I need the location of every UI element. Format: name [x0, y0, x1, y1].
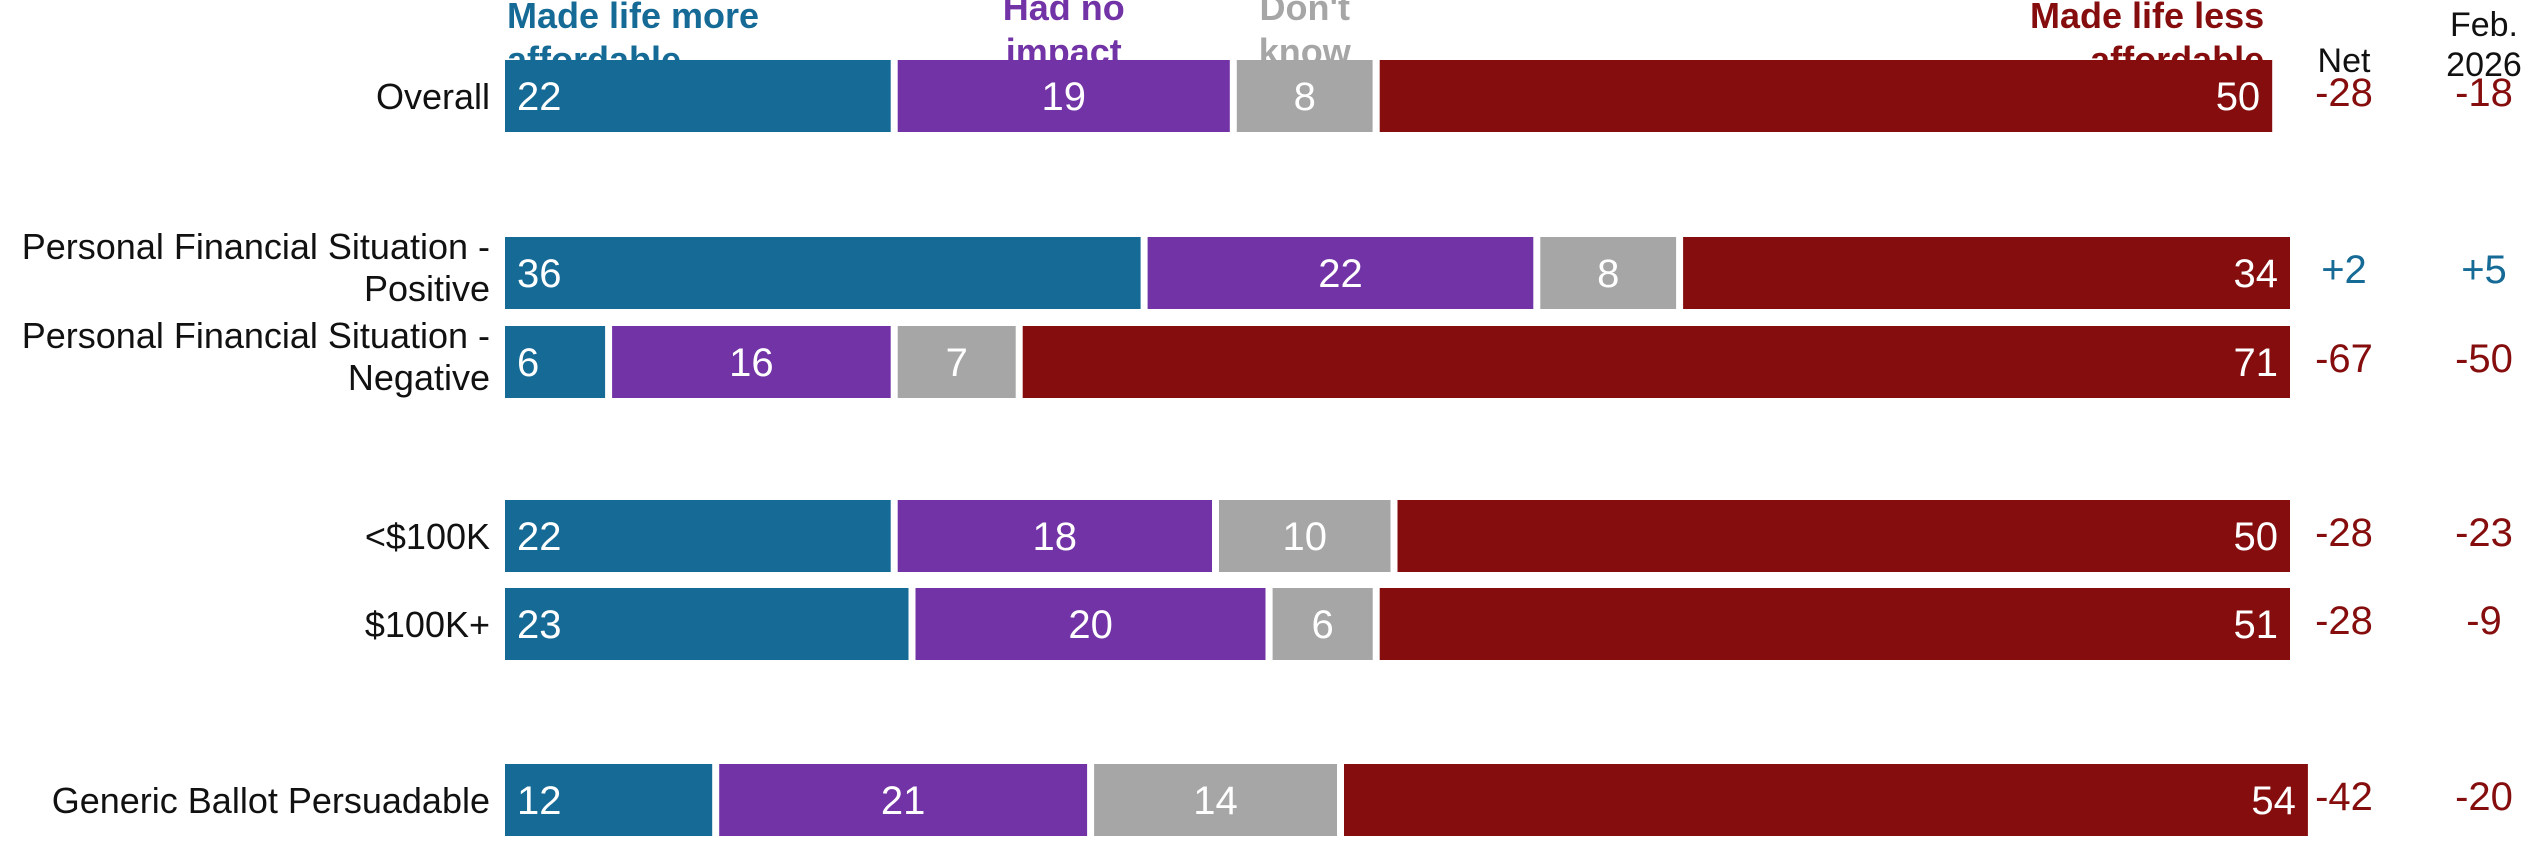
row-label-generic-ballot: Generic Ballot Persuadable — [52, 780, 490, 821]
row-label-pfs-positive: Personal Financial Situation -Positive — [22, 226, 490, 309]
bar-over-100k-dont-know — [1272, 588, 1373, 660]
feb-2026-value-over-100k: -9 — [2466, 599, 2502, 643]
legend-dont-know: Don't know — [1259, 0, 1352, 72]
row-label-pfs-positive-line: Positive — [364, 268, 490, 309]
column-header-feb-2026-line: Feb. — [2450, 6, 2518, 44]
bar-generic-ballot-dont-know — [1094, 764, 1337, 836]
row-label-pfs-negative: Personal Financial Situation -Negative — [22, 315, 490, 398]
bar-over-100k-less — [1379, 588, 2290, 660]
bar-over-100k-more — [505, 588, 909, 660]
feb-2026-value-generic-ballot: -20 — [2455, 775, 2513, 819]
data-label-under-100k-no-impact: 18 — [1033, 515, 1078, 559]
data-label-over-100k-less: 51 — [2234, 603, 2279, 647]
feb-2026-value-pfs-negative: -50 — [2455, 337, 2513, 381]
net-value-over-100k: -28 — [2315, 599, 2373, 643]
legend-less-line: Made life less — [2030, 0, 2264, 36]
net-value-pfs-positive: +2 — [2321, 248, 2367, 292]
bar-under-100k-more — [505, 500, 891, 572]
row-label-pfs-negative-line: Personal Financial Situation - — [22, 315, 490, 356]
data-label-under-100k-less: 50 — [2234, 515, 2279, 559]
data-label-generic-ballot-no-impact: 21 — [881, 779, 926, 823]
data-label-under-100k-dont-know: 10 — [1283, 515, 1328, 559]
bar-under-100k-less — [1397, 500, 2290, 572]
column-header-net-line: Net — [2318, 42, 2371, 80]
legend-more-line: Made life more — [507, 0, 759, 36]
data-label-over-100k-dont-know: 6 — [1311, 603, 1333, 647]
feb-2026-value-overall: -18 — [2455, 71, 2513, 115]
net-column: -28 +2 -67 -28 -28 -42 — [2315, 71, 2373, 819]
row-label-overall-line: Overall — [376, 76, 490, 117]
data-label-pfs-negative-no-impact: 16 — [729, 341, 774, 385]
data-label-under-100k-more: 22 — [517, 515, 562, 559]
bar-generic-ballot-more — [505, 764, 713, 836]
data-label-pfs-positive-less: 34 — [2234, 252, 2279, 296]
bar-pfs-negative-dont-know — [897, 326, 1016, 398]
data-label-pfs-negative-less: 71 — [2234, 341, 2279, 385]
legend-dont-know-line: Don't — [1259, 0, 1350, 28]
data-label-over-100k-more: 23 — [517, 603, 562, 647]
legend-more: Made life more affordable — [507, 0, 759, 80]
data-label-generic-ballot-less: 54 — [2251, 779, 2296, 823]
row-label-overall: Overall — [376, 76, 490, 117]
data-label-generic-ballot-dont-know: 14 — [1193, 779, 1238, 823]
bar-pfs-positive-less — [1683, 237, 2290, 309]
row-label-over-100k: $100K+ — [365, 604, 490, 645]
data-label-over-100k-no-impact: 20 — [1068, 603, 1113, 647]
data-label-pfs-positive-more: 36 — [517, 252, 562, 296]
bars: 22 19 8 50 36 22 8 34 6 16 7 71 22 18 10 50 23 20 6 51 12 21 1… — [505, 60, 2308, 836]
bar-overall-more — [505, 60, 891, 132]
column-header-feb-2026-line: 2026 — [2446, 46, 2522, 84]
bar-generic-ballot-less — [1344, 764, 2308, 836]
row-label-generic-ballot-line: Generic Ballot Persuadable — [52, 780, 490, 821]
data-label-overall-more: 22 — [517, 75, 562, 119]
bar-pfs-negative-no-impact — [612, 326, 891, 398]
feb-2026-column: -18 +5 -50 -23 -9 -20 — [2455, 71, 2513, 819]
row-label-under-100k-line: <$100K — [365, 516, 490, 557]
column-headers: Net Feb. 2026 — [2318, 6, 2522, 84]
net-value-generic-ballot: -42 — [2315, 775, 2373, 819]
net-value-under-100k: -28 — [2315, 511, 2373, 555]
bar-under-100k-dont-know — [1219, 500, 1391, 572]
data-label-pfs-positive-dont-know: 8 — [1597, 252, 1619, 296]
data-label-overall-less: 50 — [2216, 75, 2261, 119]
row-label-under-100k: <$100K — [365, 516, 490, 557]
data-label-overall-no-impact: 19 — [1042, 75, 1087, 119]
bar-over-100k-no-impact — [915, 588, 1266, 660]
bar-pfs-positive-more — [505, 237, 1141, 309]
column-header-feb-2026: Feb. 2026 — [2446, 6, 2522, 84]
column-header-net: Net — [2318, 42, 2371, 80]
row-label-over-100k-line: $100K+ — [365, 604, 490, 645]
feb-2026-value-under-100k: -23 — [2455, 511, 2513, 555]
data-label-overall-dont-know: 8 — [1294, 75, 1316, 119]
bar-overall-dont-know — [1236, 60, 1373, 132]
data-label-pfs-negative-more: 6 — [517, 341, 539, 385]
row-label-pfs-positive-line: Personal Financial Situation - — [22, 226, 490, 267]
bar-pfs-positive-dont-know — [1540, 237, 1677, 309]
net-value-pfs-negative: -67 — [2315, 337, 2373, 381]
data-label-pfs-positive-no-impact: 22 — [1318, 252, 1363, 296]
legend-no-impact-line: Had no — [1003, 0, 1125, 28]
data-label-pfs-negative-dont-know: 7 — [946, 341, 968, 385]
data-label-generic-ballot-more: 12 — [517, 779, 562, 823]
bar-generic-ballot-no-impact — [719, 764, 1088, 836]
bar-pfs-positive-no-impact — [1147, 237, 1534, 309]
row-label-pfs-negative-line: Negative — [348, 357, 490, 398]
bar-overall-no-impact — [897, 60, 1230, 132]
bar-under-100k-no-impact — [897, 500, 1212, 572]
net-value-overall: -28 — [2315, 71, 2373, 115]
bar-pfs-negative-more — [505, 326, 606, 398]
bar-pfs-negative-less — [1022, 326, 2291, 398]
feb-2026-value-pfs-positive: +5 — [2461, 248, 2507, 292]
bar-overall-less — [1379, 60, 2273, 132]
